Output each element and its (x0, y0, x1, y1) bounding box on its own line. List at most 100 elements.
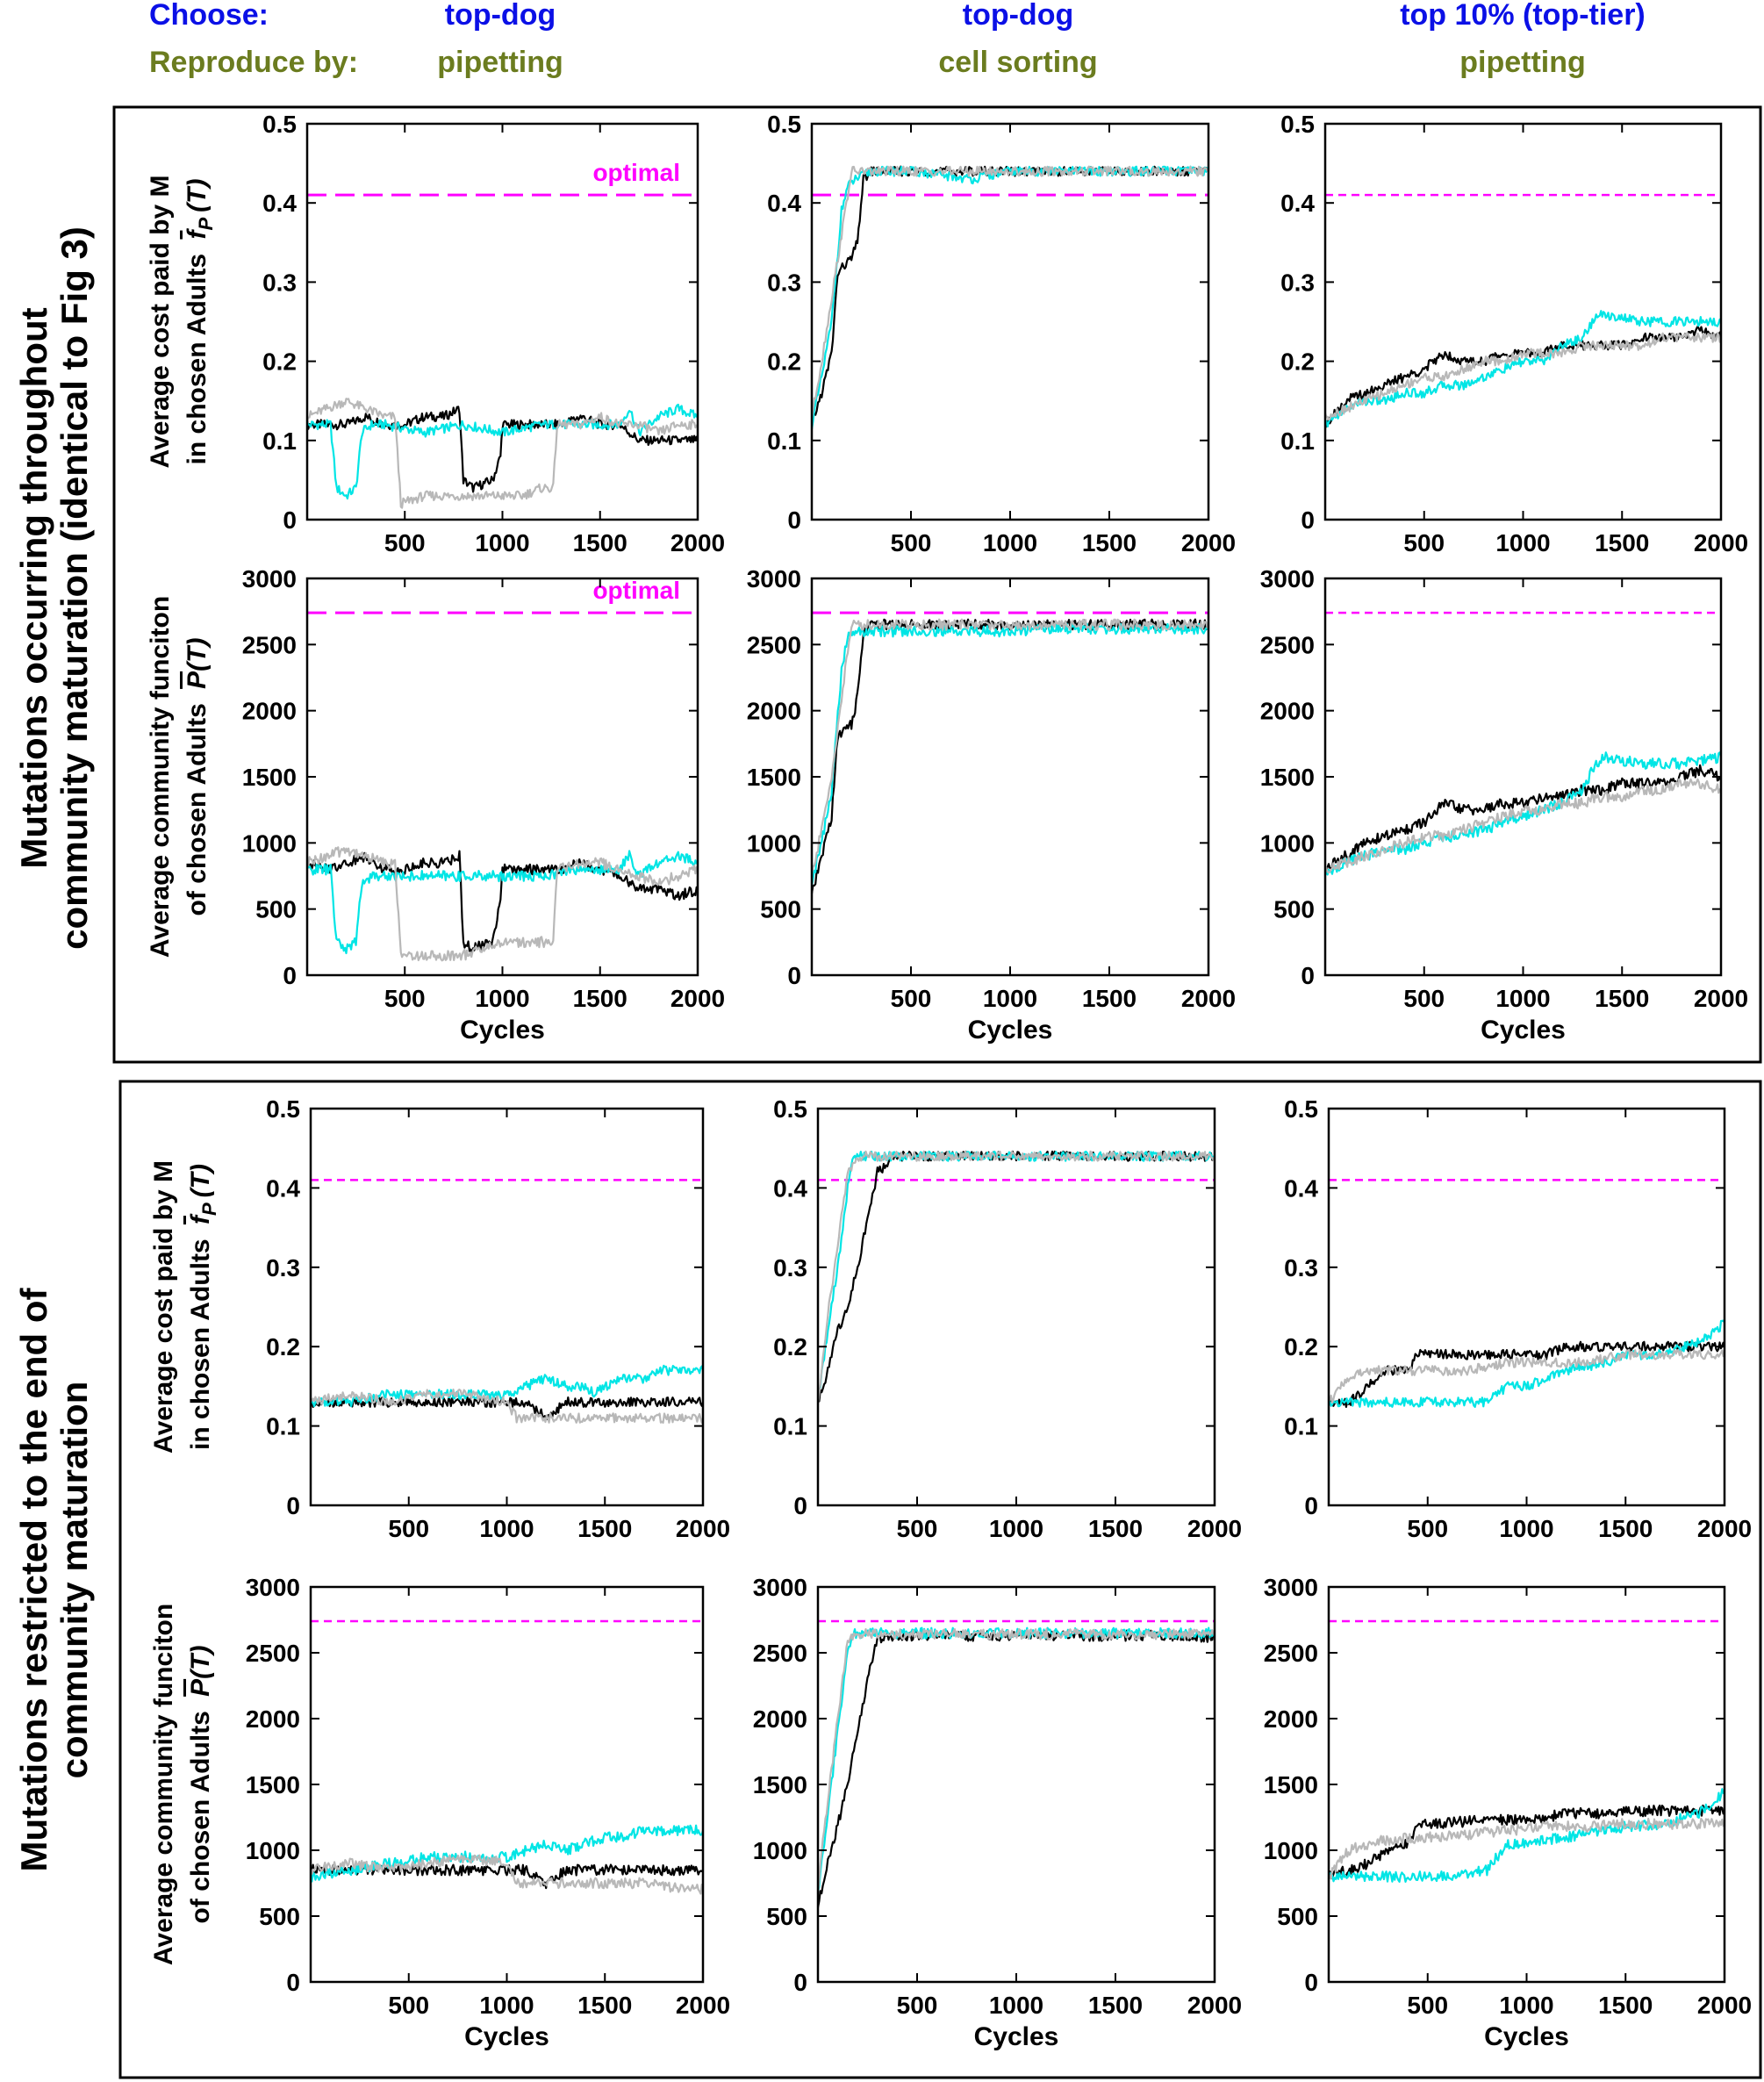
x-tick-label: 1500 (1595, 985, 1649, 1012)
plot-frame (810, 577, 1210, 977)
chart-panels: optimal 500 1000 1500 2000 0 0.1 0.2 0.3 0.4 0.5 Av… (146, 111, 1752, 2051)
choose-row-label: Choose: (149, 0, 269, 32)
y-tick-label: 3000 (242, 565, 297, 592)
y-tick-label: 2000 (1264, 1705, 1318, 1733)
y-tick-label: 0 (787, 506, 801, 534)
x-tick-label: 1000 (1499, 1992, 1553, 2019)
column-1-choose: top-dog (445, 0, 556, 32)
y-tick-label: 0.1 (262, 427, 297, 455)
column-1-reproduce: pipetting (437, 46, 563, 79)
series-line-1 (1323, 325, 1723, 429)
x-tick-label: 500 (388, 1992, 429, 2019)
x-tick-label: 2000 (676, 1515, 730, 1542)
series-line-3 (816, 1150, 1216, 1405)
y-tick-label: 0.4 (1284, 1174, 1318, 1202)
series-line-1 (810, 618, 1210, 894)
y-tick-label: 500 (1277, 1903, 1318, 1930)
plot-frame (816, 1585, 1216, 1984)
y-tick-label: 0.4 (262, 190, 297, 217)
series-line-2 (309, 1824, 705, 1883)
y-tick-label: 2000 (1260, 698, 1315, 725)
x-tick-label: 2000 (1694, 985, 1748, 1012)
y-tick-label: 2500 (246, 1640, 300, 1667)
x-tick-label: 1000 (475, 985, 529, 1012)
x-tick-label: 1500 (577, 1992, 632, 2019)
y-tick-label: 0.3 (1284, 1254, 1318, 1282)
y-tick-label: 0.5 (767, 111, 801, 138)
y-tick-label: 2500 (747, 631, 801, 658)
y-tick-label: 1000 (1260, 829, 1315, 857)
y-tick-label: 3000 (747, 565, 801, 592)
y-tick-label: 1000 (753, 1837, 807, 1864)
y-tick-label: 0.2 (1284, 1333, 1318, 1360)
y-tick-label: 0.3 (1280, 269, 1315, 296)
x-axis-label: Cycles (1484, 2022, 1569, 2051)
x-tick-label: 500 (897, 1515, 938, 1542)
series-line-2 (816, 1626, 1215, 1892)
y-axis-symbol: f (183, 228, 212, 240)
y-tick-label: 3000 (246, 1574, 300, 1601)
series-line-1 (817, 1150, 1215, 1403)
chart-b1-cost-c2: 500 1000 1500 2000 0 0.1 0.2 0.3 0.4 0.5 (767, 111, 1236, 556)
y-tick-label: 0.5 (1280, 111, 1315, 138)
series-line-3 (810, 618, 1210, 876)
y-tick-label: 1500 (242, 764, 297, 791)
chart-b1-cost-c3: 500 1000 1500 2000 0 0.1 0.2 0.3 0.4 0.5 (1280, 111, 1748, 556)
y-tick-label: 1500 (246, 1771, 300, 1798)
y-tick-label: 0 (1304, 1969, 1318, 1996)
x-tick-label: 2000 (1187, 1992, 1242, 2019)
column-2-choose: top-dog (963, 0, 1074, 32)
x-tick-label: 1500 (1082, 985, 1137, 1012)
chart-b2-func-c2: 500 1000 1500 2000 0 500 1000 1500 2000 2500 3000 C… (753, 1574, 1242, 2051)
y-tick-label: 0 (1301, 962, 1315, 989)
y-axis-symbol: P (183, 671, 212, 689)
chart-b1-cost-c1: optimal 500 1000 1500 2000 0 0.1 0.2 0.3 0.4 0.5 Av… (146, 111, 725, 556)
x-tick-label: 1000 (983, 985, 1037, 1012)
y-tick-label: 0.5 (1284, 1095, 1318, 1123)
y-axis-label-line-1: Average community funciton (149, 1604, 178, 1965)
figure-header: Choose: Reproduce by: top-dog pipetting … (149, 0, 1646, 79)
y-axis-label-line-1: Average community funciton (146, 596, 175, 958)
x-tick-label: 1000 (1495, 985, 1550, 1012)
y-tick-label: 0.1 (266, 1413, 300, 1440)
x-tick-label: 2000 (1697, 1992, 1752, 2019)
series-line-3 (1328, 1348, 1725, 1404)
y-tick-label: 0 (286, 1969, 300, 1996)
y-axis-label: Average community funciton of chosen Adul… (149, 1604, 215, 1965)
series-line-1 (1327, 1340, 1726, 1408)
block-1-label: Mutations occurring throughout community… (13, 226, 95, 950)
series-line-2 (310, 1364, 705, 1408)
y-tick-label: 0.4 (266, 1174, 300, 1202)
y-tick-label: 2000 (242, 698, 297, 725)
x-tick-label: 500 (384, 529, 426, 556)
x-tick-label: 500 (1403, 985, 1445, 1012)
series-line-1 (1327, 1804, 1726, 1880)
series-line-2 (306, 403, 698, 500)
chart-b2-cost-c2: 500 1000 1500 2000 0 0.1 0.2 0.3 0.4 0.5 (773, 1095, 1242, 1542)
plot-frame (1323, 577, 1723, 977)
series-line-2 (816, 1150, 1215, 1398)
series-line-2 (1328, 1319, 1725, 1408)
x-axis-label: Cycles (968, 1016, 1053, 1045)
y-tick-label: 0.4 (1280, 190, 1315, 217)
y-tick-label: 0.5 (773, 1095, 807, 1123)
y-tick-label: 0.3 (262, 269, 297, 296)
y-tick-label: 0 (286, 1492, 300, 1519)
x-tick-label: 500 (891, 985, 932, 1012)
y-tick-label: 0 (793, 1492, 807, 1519)
x-axis-label: Cycles (464, 2022, 549, 2051)
y-tick-label: 0.1 (767, 427, 801, 455)
x-tick-label: 1500 (573, 529, 627, 556)
chart-b2-func-c1: 500 1000 1500 2000 0 500 1000 1500 2000 2500 3000 C… (149, 1574, 730, 2051)
x-tick-label: 1500 (573, 985, 627, 1012)
x-tick-label: 500 (1407, 1515, 1448, 1542)
plot-frame (305, 577, 699, 977)
series-line-3 (816, 1627, 1215, 1894)
y-tick-label: 0.4 (773, 1174, 807, 1202)
optimal-label: optimal (592, 159, 680, 186)
x-tick-label: 1500 (577, 1515, 632, 1542)
series-line-1 (1324, 764, 1722, 873)
